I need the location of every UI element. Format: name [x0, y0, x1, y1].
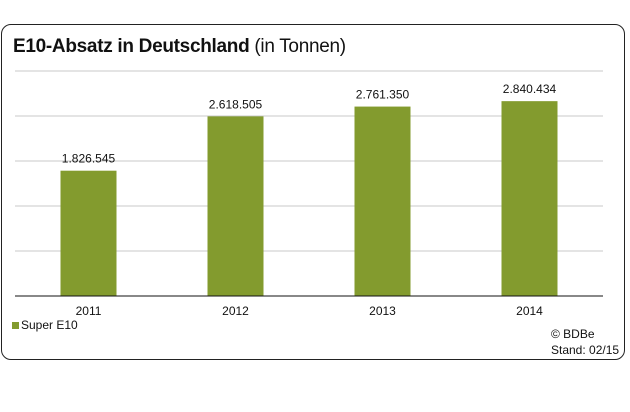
data-label: 2.761.350 — [356, 88, 410, 102]
bar — [207, 116, 264, 296]
data-label: 2.840.434 — [503, 82, 557, 96]
bar — [60, 170, 117, 296]
chart-frame — [1, 24, 625, 360]
chart-title: E10-Absatz in Deutschland (in Tonnen) — [13, 36, 346, 58]
title-unit: (in Tonnen) — [254, 36, 346, 57]
x-tick-label: 2013 — [369, 304, 396, 318]
copyright: © BDBe — [551, 327, 595, 341]
bar — [501, 101, 558, 296]
x-tick-label: 2012 — [222, 304, 249, 318]
legend-swatch — [12, 321, 19, 329]
legend: Super E10 — [12, 318, 78, 332]
date-stamp: Stand: 02/15 — [551, 343, 620, 357]
title-bold: E10-Absatz in Deutschland — [13, 36, 250, 57]
data-label: 1.826.545 — [62, 152, 116, 166]
x-tick-label: 2014 — [516, 304, 543, 318]
legend-label: Super E10 — [21, 318, 78, 332]
data-label: 2.618.505 — [209, 97, 263, 111]
x-tick-label: 2011 — [76, 304, 102, 318]
credit: © BDBe Stand: 02/15 — [551, 326, 619, 358]
bar — [354, 106, 411, 296]
